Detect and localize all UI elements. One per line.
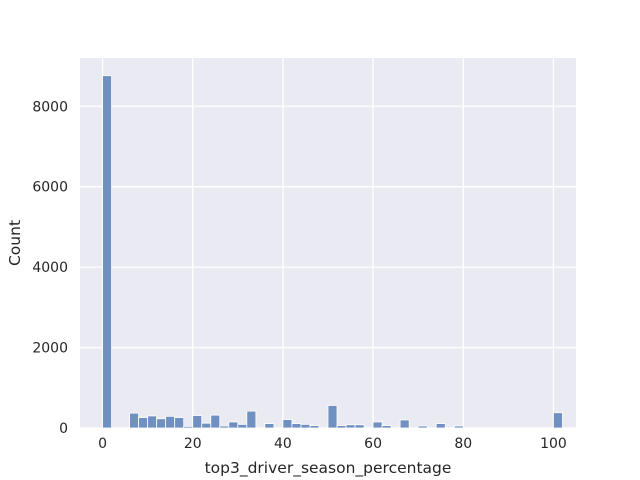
histogram-bar (264, 423, 275, 429)
histogram-bar (336, 425, 347, 429)
plot-background (80, 58, 576, 428)
histogram-bar (138, 417, 149, 429)
histogram-bar (453, 425, 464, 429)
y-tick-label: 8000 (32, 99, 68, 115)
x-tick-label: 20 (184, 436, 202, 452)
histogram-bar (219, 425, 230, 429)
histogram-bar (399, 419, 410, 429)
y-axis-ticks: 0 2000 4000 6000 8000 (32, 99, 68, 437)
y-tick-label: 4000 (32, 260, 68, 276)
histogram-bar (165, 415, 176, 429)
histogram-bar (309, 425, 320, 429)
histogram-bar (345, 424, 356, 429)
histogram-bar (174, 417, 185, 429)
histogram-bar (192, 415, 203, 429)
histogram-bar (300, 423, 311, 429)
y-axis-label: Count (6, 220, 24, 266)
y-tick-label: 0 (59, 421, 68, 437)
x-tick-label: 0 (98, 436, 107, 452)
x-axis-label: top3_driver_season_percentage (205, 459, 452, 478)
histogram-bar (237, 423, 248, 429)
histogram-bars (102, 75, 563, 429)
x-tick-label: 60 (364, 436, 382, 452)
histogram-bar (435, 423, 446, 429)
histogram-bar (228, 421, 239, 429)
histogram-bar (246, 410, 257, 429)
histogram-bar (291, 423, 302, 429)
histogram-bar (102, 75, 112, 429)
histogram-bar (372, 421, 383, 429)
histogram-bar (417, 425, 428, 429)
histogram-bar (183, 425, 194, 429)
histogram-bar (282, 419, 293, 429)
histogram-bar (381, 425, 392, 429)
x-axis-ticks: 0 20 40 60 80 100 (98, 436, 567, 452)
histogram-bar (147, 415, 158, 429)
histogram-bar (156, 418, 167, 429)
histogram-bar (354, 424, 365, 429)
x-tick-label: 80 (454, 436, 472, 452)
x-tick-label: 40 (274, 436, 292, 452)
histogram-bar (129, 412, 140, 429)
histogram-bar (327, 405, 338, 429)
histogram-bar (553, 412, 563, 429)
y-tick-label: 2000 (32, 341, 68, 357)
x-tick-label: 100 (540, 436, 567, 452)
histogram-bar (210, 414, 221, 429)
y-tick-label: 6000 (32, 180, 68, 196)
histogram-bar (201, 422, 212, 429)
